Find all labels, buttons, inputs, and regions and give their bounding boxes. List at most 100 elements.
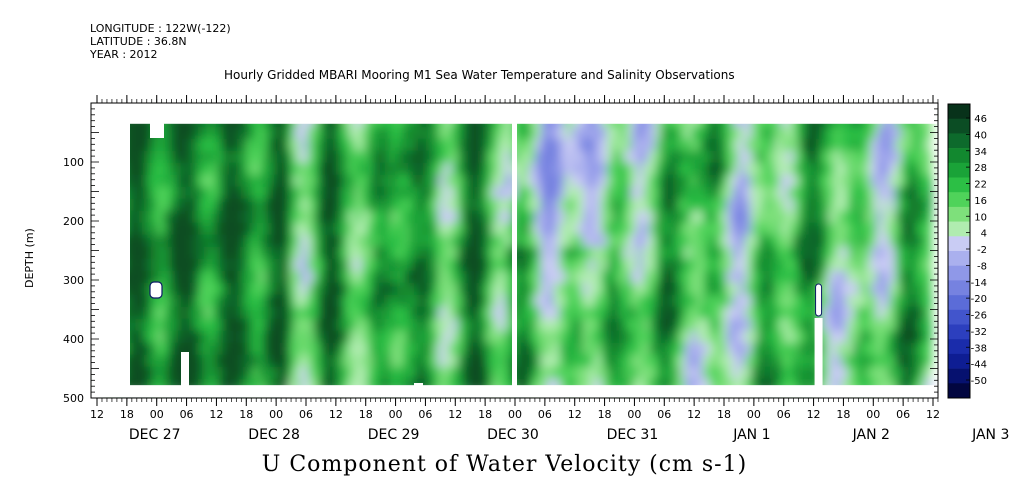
heatmap-cell bbox=[450, 138, 458, 152]
heatmap-cell bbox=[468, 186, 476, 200]
heatmap-cell bbox=[468, 126, 476, 140]
heatmap-cell bbox=[498, 150, 506, 164]
heatmap-cell bbox=[174, 186, 182, 200]
heatmap-cell bbox=[828, 354, 836, 368]
heatmap-cell bbox=[516, 186, 524, 200]
heatmap-cell bbox=[804, 342, 812, 356]
heatmap-cell bbox=[504, 198, 512, 212]
heatmap-cell bbox=[186, 318, 194, 332]
heatmap-cell bbox=[438, 222, 446, 236]
heatmap-cell bbox=[756, 282, 764, 296]
heatmap-cell bbox=[828, 234, 836, 248]
heatmap-cell bbox=[150, 294, 158, 308]
heatmap-cell bbox=[708, 306, 716, 320]
heatmap-cell bbox=[486, 270, 494, 284]
heatmap-cell bbox=[222, 366, 230, 380]
heatmap-cell bbox=[774, 294, 782, 308]
heatmap-cell bbox=[288, 198, 296, 212]
heatmap-cell bbox=[558, 162, 566, 176]
heatmap-cell bbox=[540, 342, 548, 356]
heatmap-cell bbox=[744, 318, 752, 332]
heatmap-cell bbox=[738, 342, 746, 356]
heatmap-cell bbox=[540, 258, 548, 272]
heatmap-cell bbox=[756, 306, 764, 320]
heatmap-cell bbox=[126, 186, 134, 200]
heatmap-cell bbox=[480, 366, 488, 380]
heatmap-cell bbox=[132, 126, 140, 140]
heatmap-cell bbox=[204, 342, 212, 356]
heatmap-cell bbox=[240, 138, 248, 152]
heatmap-cell bbox=[306, 138, 314, 152]
metadata-block: LONGITUDE : 122W(-122) LATITUDE : 36.8N … bbox=[90, 22, 231, 61]
heatmap-cell bbox=[216, 210, 224, 224]
heatmap-cell bbox=[648, 150, 656, 164]
heatmap-cell bbox=[186, 174, 194, 188]
heatmap-cell bbox=[564, 186, 572, 200]
heatmap-cell bbox=[318, 294, 326, 308]
heatmap-cell bbox=[816, 150, 824, 164]
heatmap-cell bbox=[708, 138, 716, 152]
heatmap-cell bbox=[336, 318, 344, 332]
heatmap-cell bbox=[360, 174, 368, 188]
heatmap-cell bbox=[270, 186, 278, 200]
heatmap-cell bbox=[300, 174, 308, 188]
heatmap-cell bbox=[600, 318, 608, 332]
heatmap-cell bbox=[912, 138, 920, 152]
heatmap-cell bbox=[690, 366, 698, 380]
heatmap-cell bbox=[834, 198, 842, 212]
heatmap-cell bbox=[660, 294, 668, 308]
heatmap-cell bbox=[282, 138, 290, 152]
heatmap-cell bbox=[582, 186, 590, 200]
heatmap-cell bbox=[522, 174, 530, 188]
heatmap-cell bbox=[750, 138, 758, 152]
heatmap-cell bbox=[786, 126, 794, 140]
heatmap-cell bbox=[384, 294, 392, 308]
heatmap-cell bbox=[594, 330, 602, 344]
heatmap-cell bbox=[522, 258, 530, 272]
heatmap-cell bbox=[528, 342, 536, 356]
heatmap-cell bbox=[894, 126, 902, 140]
heatmap-cell bbox=[852, 150, 860, 164]
heatmap-cell bbox=[870, 186, 878, 200]
heatmap-cell bbox=[492, 342, 500, 356]
heatmap-cell bbox=[630, 234, 638, 248]
heatmap-cell bbox=[282, 234, 290, 248]
heatmap-cell bbox=[906, 126, 914, 140]
heatmap-cell bbox=[588, 138, 596, 152]
heatmap-cell bbox=[486, 198, 494, 212]
heatmap-cell bbox=[186, 282, 194, 296]
heatmap-cell bbox=[366, 258, 374, 272]
heatmap-cell bbox=[420, 330, 428, 344]
heatmap-cell bbox=[618, 138, 626, 152]
heatmap-cell bbox=[258, 294, 266, 308]
heatmap-cell bbox=[558, 330, 566, 344]
heatmap-cell bbox=[318, 186, 326, 200]
heatmap-cell bbox=[174, 342, 182, 356]
heatmap-cell bbox=[792, 306, 800, 320]
heatmap-cell bbox=[558, 198, 566, 212]
heatmap-cell bbox=[834, 282, 842, 296]
heatmap-cell bbox=[342, 306, 350, 320]
heatmap-cell bbox=[372, 174, 380, 188]
heatmap-cell bbox=[924, 258, 932, 272]
heatmap-cell bbox=[186, 186, 194, 200]
heatmap-cell bbox=[582, 354, 590, 368]
heatmap-cell bbox=[738, 318, 746, 332]
heatmap-cell bbox=[222, 126, 230, 140]
heatmap-cell bbox=[798, 234, 806, 248]
heatmap-cell bbox=[834, 186, 842, 200]
heatmap-cell bbox=[144, 354, 152, 368]
heatmap-cell bbox=[918, 330, 926, 344]
heatmap-cell bbox=[792, 234, 800, 248]
heatmap-cell bbox=[648, 186, 656, 200]
heatmap-cell bbox=[222, 270, 230, 284]
latitude-label: LATITUDE : 36.8N bbox=[90, 35, 187, 48]
heatmap-cell bbox=[870, 246, 878, 260]
heatmap-cell bbox=[312, 138, 320, 152]
heatmap-cell bbox=[480, 342, 488, 356]
heatmap-cell bbox=[738, 294, 746, 308]
heatmap-cell bbox=[870, 318, 878, 332]
heatmap-cell bbox=[726, 138, 734, 152]
heatmap-cell bbox=[786, 342, 794, 356]
heatmap-cell bbox=[204, 306, 212, 320]
